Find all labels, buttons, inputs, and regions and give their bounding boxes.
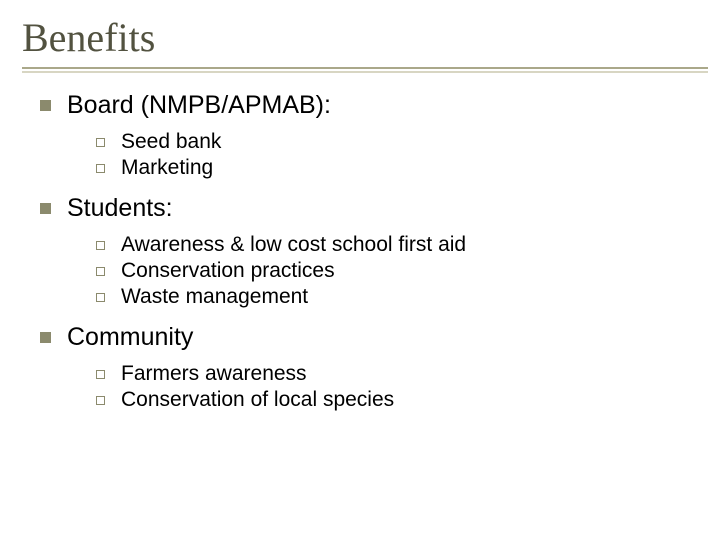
sub-item-text: Awareness & low cost school first aid — [121, 233, 466, 257]
sub-item-text: Conservation of local species — [121, 388, 394, 412]
content-area: Board (NMPB/APMAB): Seed bank Marketing … — [0, 69, 720, 412]
list-item: Seed bank — [96, 130, 680, 154]
hollow-square-bullet-icon — [96, 267, 105, 276]
hollow-square-bullet-icon — [96, 138, 105, 147]
sub-item-text: Farmers awareness — [121, 362, 307, 386]
list-item: Students: — [40, 194, 680, 223]
slide: Benefits Board (NMPB/APMAB): Seed bank M… — [0, 0, 720, 540]
hollow-square-bullet-icon — [96, 164, 105, 173]
square-bullet-icon — [40, 332, 51, 343]
hollow-square-bullet-icon — [96, 241, 105, 250]
list-item: Conservation practices — [96, 259, 680, 283]
list-item: Waste management — [96, 285, 680, 309]
square-bullet-icon — [40, 203, 51, 214]
hollow-square-bullet-icon — [96, 293, 105, 302]
sub-list: Awareness & low cost school first aid Co… — [40, 233, 680, 309]
list-item: Awareness & low cost school first aid — [96, 233, 680, 257]
list-item: Board (NMPB/APMAB): — [40, 91, 680, 120]
list-item: Farmers awareness — [96, 362, 680, 386]
sub-list: Seed bank Marketing — [40, 130, 680, 180]
hollow-square-bullet-icon — [96, 370, 105, 379]
sub-item-text: Waste management — [121, 285, 308, 309]
section-heading: Board (NMPB/APMAB): — [67, 91, 331, 120]
section-heading: Students: — [67, 194, 173, 223]
slide-title: Benefits — [22, 14, 720, 61]
sub-item-text: Seed bank — [121, 130, 221, 154]
sub-item-text: Marketing — [121, 156, 213, 180]
list-item: Marketing — [96, 156, 680, 180]
square-bullet-icon — [40, 100, 51, 111]
section-heading: Community — [67, 323, 193, 352]
list-item: Community — [40, 323, 680, 352]
sub-item-text: Conservation practices — [121, 259, 335, 283]
title-area: Benefits — [0, 0, 720, 69]
sub-list: Farmers awareness Conservation of local … — [40, 362, 680, 412]
hollow-square-bullet-icon — [96, 396, 105, 405]
list-item: Conservation of local species — [96, 388, 680, 412]
